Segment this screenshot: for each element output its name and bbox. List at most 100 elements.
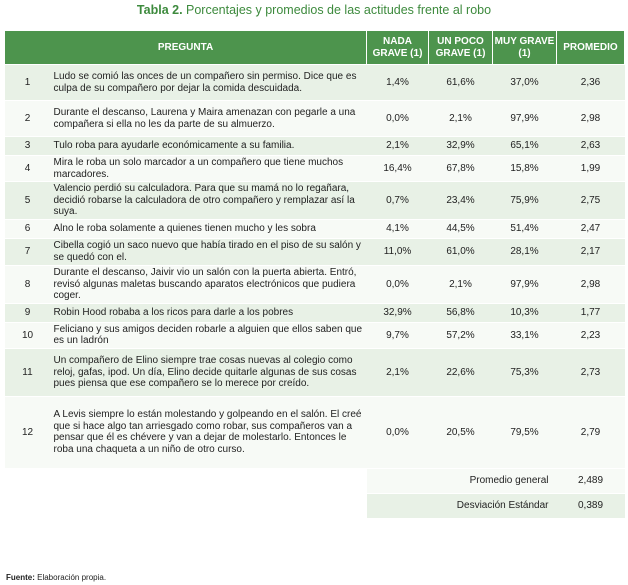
muy-grave-value: 65,1% — [492, 136, 557, 156]
promedio-general-value: 2,489 — [556, 468, 625, 494]
muy-grave-value: 15,8% — [492, 155, 557, 183]
poco-grave-value: 56,8% — [428, 303, 493, 323]
table-row: 2 Durante el descanso, Laurena y Maira am… — [4, 100, 625, 137]
poco-grave-value: 23,4% — [428, 181, 493, 220]
promedio-general-label: Promedio general — [366, 468, 557, 494]
row-number: 8 — [4, 265, 51, 304]
nada-grave-value: 2,1% — [366, 136, 429, 156]
nada-grave-value: 0,0% — [366, 265, 429, 304]
table-row: 8 Durante el descanso, Jaivir vio un saló… — [4, 265, 625, 304]
row-number: 7 — [4, 238, 51, 266]
nada-grave-value: 4,1% — [366, 219, 429, 239]
promedio-value: 1,99 — [556, 155, 625, 183]
row-number: 1 — [4, 64, 51, 101]
header-pregunta: PREGUNTA — [4, 30, 367, 65]
summary-row-desviacion: Desviación Estándar 0,389 — [4, 493, 625, 519]
poco-grave-value: 32,9% — [428, 136, 493, 156]
table-title-label: Tabla 2. — [136, 3, 183, 17]
nada-grave-value: 16,4% — [366, 155, 429, 183]
desviacion-label: Desviación Estándar — [366, 493, 557, 519]
table-row: 1 Ludo se comió las onces de un compañero… — [4, 64, 625, 101]
question-text: Valencio perdió su calculadora. Para que… — [50, 181, 367, 220]
row-number: 11 — [4, 348, 51, 397]
poco-grave-value: 61,0% — [428, 238, 493, 266]
table-row: 4 Mira le roba un solo marcador a un comp… — [4, 155, 625, 183]
nada-grave-value: 2,1% — [366, 348, 429, 397]
header-nada-grave: NADA GRAVE (1) — [366, 30, 429, 65]
poco-grave-value: 2,1% — [428, 265, 493, 304]
question-text: Alno le roba solamente a quienes tienen … — [50, 219, 367, 239]
source-text: Elaboración propia. — [34, 573, 107, 582]
row-number: 9 — [4, 303, 51, 323]
table-row: 9 Robin Hood robaba a los ricos para darl… — [4, 303, 625, 323]
muy-grave-value: 28,1% — [492, 238, 557, 266]
nada-grave-value: 11,0% — [366, 238, 429, 266]
promedio-value: 2,98 — [556, 100, 625, 137]
promedio-value: 2,17 — [556, 238, 625, 266]
table-title-text: Porcentajes y promedios de las actitudes… — [182, 3, 492, 17]
question-text: Ludo se comió las onces de un compañero … — [50, 64, 367, 101]
muy-grave-value: 51,4% — [492, 219, 557, 239]
muy-grave-value: 10,3% — [492, 303, 557, 323]
header-row: PREGUNTA NADA GRAVE (1) UN POCO GRAVE (1… — [4, 30, 625, 65]
table-row: 12 A Levis siempre lo están molestando y … — [4, 396, 625, 469]
promedio-value: 2,23 — [556, 322, 625, 349]
poco-grave-value: 44,5% — [428, 219, 493, 239]
promedio-value: 2,73 — [556, 348, 625, 397]
header-muy-grave: MUY GRAVE (1) — [492, 30, 557, 65]
promedio-value: 2,36 — [556, 64, 625, 101]
poco-grave-value: 20,5% — [428, 396, 493, 469]
question-text: Durante el descanso, Laurena y Maira ame… — [50, 100, 367, 137]
poco-grave-value: 2,1% — [428, 100, 493, 137]
poco-grave-value: 22,6% — [428, 348, 493, 397]
row-number: 12 — [4, 396, 51, 469]
nada-grave-value: 0,0% — [366, 100, 429, 137]
summary-blank — [4, 493, 367, 519]
row-number: 4 — [4, 155, 51, 183]
attitudes-table: PREGUNTA NADA GRAVE (1) UN POCO GRAVE (1… — [4, 30, 625, 519]
promedio-value: 2,98 — [556, 265, 625, 304]
muy-grave-value: 97,9% — [492, 100, 557, 137]
summary-blank — [4, 468, 367, 494]
desviacion-value: 0,389 — [556, 493, 625, 519]
table-row: 5 Valencio perdió su calculadora. Para qu… — [4, 181, 625, 220]
question-text: Un compañero de Elino siempre trae cosas… — [50, 348, 367, 397]
header-promedio: PROMEDIO — [556, 30, 625, 65]
question-text: Tulo roba para ayudarle económicamente a… — [50, 136, 367, 156]
row-number: 3 — [4, 136, 51, 156]
nada-grave-value: 32,9% — [366, 303, 429, 323]
row-number: 10 — [4, 322, 51, 349]
table-row: 3 Tulo roba para ayudarle económicamente … — [4, 136, 625, 156]
promedio-value: 2,63 — [556, 136, 625, 156]
table-row: 10 Feliciano y sus amigos deciden robarle… — [4, 322, 625, 349]
row-number: 2 — [4, 100, 51, 137]
nada-grave-value: 0,0% — [366, 396, 429, 469]
table-row: 11 Un compañero de Elino siempre trae cos… — [4, 348, 625, 397]
table-title: Tabla 2. Porcentajes y promedios de las … — [0, 2, 628, 18]
muy-grave-value: 97,9% — [492, 265, 557, 304]
promedio-value: 2,47 — [556, 219, 625, 239]
question-text: Mira le roba un solo marcador a un compa… — [50, 155, 367, 183]
muy-grave-value: 75,3% — [492, 348, 557, 397]
promedio-value: 2,75 — [556, 181, 625, 220]
header-poco-grave: UN POCO GRAVE (1) — [428, 30, 493, 65]
question-text: A Levis siempre lo están molestando y go… — [50, 396, 367, 469]
nada-grave-value: 9,7% — [366, 322, 429, 349]
promedio-value: 2,79 — [556, 396, 625, 469]
question-text: Robin Hood robaba a los ricos para darle… — [50, 303, 367, 323]
muy-grave-value: 79,5% — [492, 396, 557, 469]
muy-grave-value: 33,1% — [492, 322, 557, 349]
row-number: 6 — [4, 219, 51, 239]
summary-row-general: Promedio general 2,489 — [4, 468, 625, 494]
poco-grave-value: 61,6% — [428, 64, 493, 101]
table-row: 6 Alno le roba solamente a quienes tienen… — [4, 219, 625, 239]
nada-grave-value: 1,4% — [366, 64, 429, 101]
table-row: 7 Cibella cogió un saco nuevo que había t… — [4, 238, 625, 266]
muy-grave-value: 37,0% — [492, 64, 557, 101]
poco-grave-value: 67,8% — [428, 155, 493, 183]
question-text: Feliciano y sus amigos deciden robarle a… — [50, 322, 367, 349]
poco-grave-value: 57,2% — [428, 322, 493, 349]
muy-grave-value: 75,9% — [492, 181, 557, 220]
promedio-value: 1,77 — [556, 303, 625, 323]
nada-grave-value: 0,7% — [366, 181, 429, 220]
